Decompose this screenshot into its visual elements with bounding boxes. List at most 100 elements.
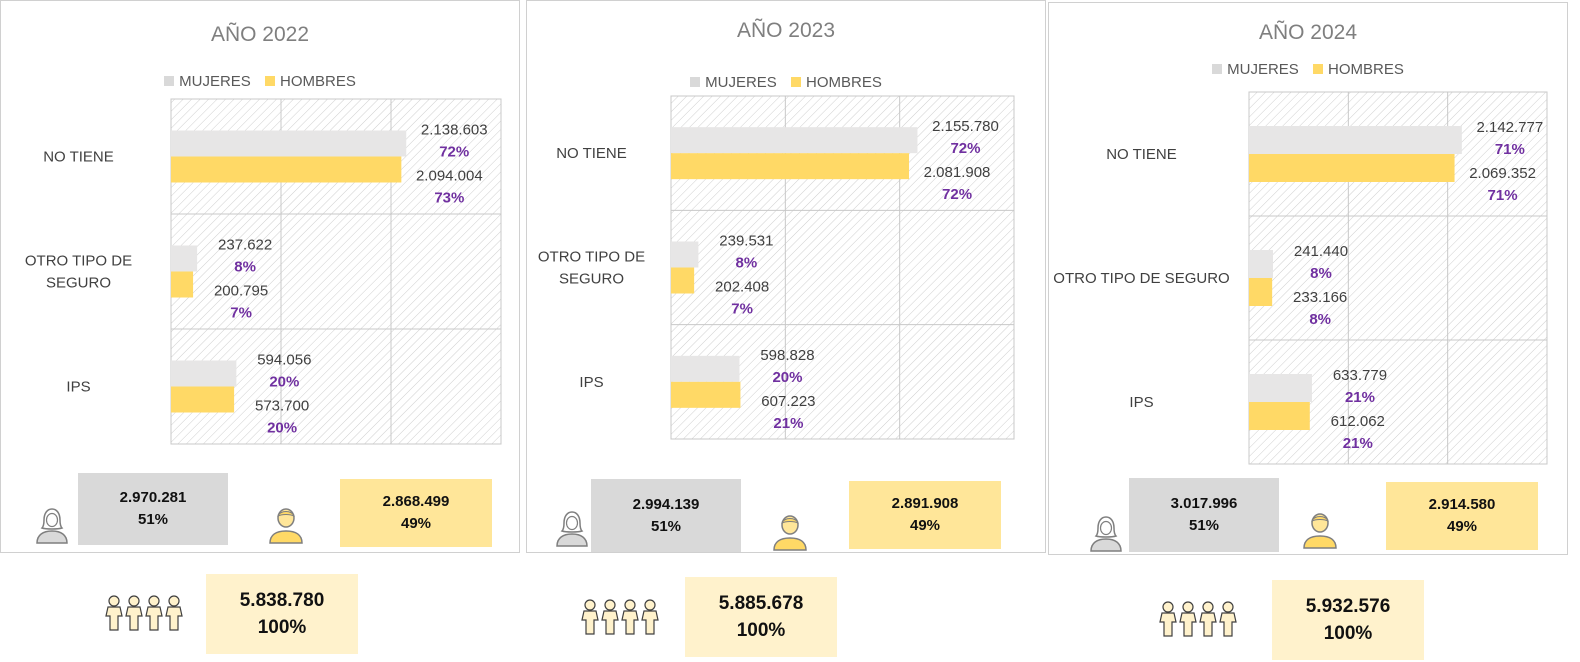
legend-label: MUJERES: [1227, 61, 1299, 78]
person-figure: [165, 595, 183, 631]
mujeres-total-box: 3.017.996 51%: [1129, 478, 1279, 552]
person-figure: [145, 595, 163, 631]
chart-title: AÑO 2023: [736, 19, 836, 42]
grand-total-percent: 100%: [1323, 623, 1373, 644]
value-label: 202.408: [715, 279, 769, 296]
person-figure: [1159, 601, 1177, 637]
family-icon: [104, 594, 186, 637]
percent-label: 71%: [1488, 187, 1518, 204]
category-label: IPS: [66, 379, 90, 396]
value-label: 241.440: [1294, 243, 1348, 260]
value-label: 612.062: [1331, 413, 1385, 430]
category-label: IPS: [1129, 394, 1153, 411]
mujeres-total-value: 3.017.996: [1170, 495, 1238, 512]
chart-title: AÑO 2022: [210, 23, 310, 46]
mujeres-total-value: 2.994.139: [632, 495, 700, 513]
category-label: NO TIENE: [43, 149, 114, 166]
grand-total-box-2023: 5.885.678 100%: [685, 577, 837, 657]
percent-label: 8%: [234, 259, 256, 276]
value-label: 2.142.777: [1476, 119, 1543, 136]
percent-label: 20%: [772, 369, 802, 386]
bar-hombres-1: [1249, 278, 1273, 306]
hombres-total-box: 2.868.499 49%: [340, 479, 492, 547]
bar-chart-2024: NO TIENE 2.142.777 71% 2.069.352 71% OTRO TIP…: [1053, 91, 1548, 465]
grand-total-percent: 100%: [736, 620, 786, 641]
bar-hombres-0: [671, 153, 910, 180]
value-label: 573.700: [255, 398, 309, 415]
category-label: OTRO TIPO DE SEGURO: [25, 253, 132, 292]
legend-item-hombres: HOMBRES: [791, 74, 882, 91]
percent-label: 8%: [736, 255, 758, 272]
person-figure: [1199, 601, 1217, 637]
legend-label: HOMBRES: [1328, 61, 1404, 78]
person-figure: [125, 595, 143, 631]
person-figure: [641, 599, 659, 635]
legend: MUJERES HOMBRES: [1, 73, 519, 90]
value-label: 233.166: [1293, 289, 1347, 306]
mujeres-total-percent: 51%: [650, 517, 682, 535]
mujeres-total-percent: 51%: [137, 511, 169, 528]
bar-mujeres-2: [671, 355, 740, 382]
legend-swatch-mujeres: [690, 77, 701, 87]
percent-label: 21%: [773, 415, 803, 432]
category-label: NO TIENE: [556, 145, 627, 162]
bar-mujeres-2: [171, 360, 237, 387]
person-figure: [601, 599, 619, 635]
bar-hombres-2: [1249, 402, 1310, 430]
value-label: 633.779: [1333, 367, 1387, 384]
person-figure: [581, 599, 599, 635]
category-label: OTRO TIPO DE SEGURO: [1053, 270, 1229, 287]
percent-label: 20%: [269, 374, 299, 391]
grand-total-value: 5.838.780: [239, 590, 325, 611]
bar-mujeres-1: [671, 241, 699, 268]
hombres-total-percent: 49%: [909, 517, 941, 534]
bar-chart-2023: NO TIENE 2.155.780 72% 2.081.908 72% OTRO TIP…: [538, 95, 1015, 440]
bar-mujeres-0: [1249, 126, 1462, 154]
mujeres-total-percent: 51%: [1188, 517, 1220, 534]
legend-label: MUJERES: [705, 74, 777, 91]
percent-label: 21%: [1343, 435, 1373, 452]
hombres-total-value: 2.891.908: [891, 495, 959, 512]
family-icon: [1158, 600, 1240, 643]
legend-item-hombres: HOMBRES: [265, 73, 356, 90]
grand-total-box-2024: 5.932.576 100%: [1272, 580, 1424, 660]
bar-hombres-0: [1249, 154, 1455, 182]
legend-swatch-mujeres: [164, 76, 175, 86]
percent-label: 7%: [230, 305, 252, 322]
panel-2022: AÑO 2022 MUJERES HOMBRES NO TIENE 2.138.6…: [0, 0, 520, 553]
legend-item-mujeres: MUJERES: [1212, 61, 1299, 78]
bar-hombres-0: [171, 156, 402, 183]
value-label: 598.828: [760, 347, 814, 364]
category-label: IPS: [579, 374, 603, 391]
bar-hombres-2: [671, 381, 741, 408]
chart-title: AÑO 2024: [1258, 21, 1358, 44]
panel-2024: AÑO 2024 MUJERES HOMBRES NO TIENE 2.142.7…: [1048, 2, 1568, 555]
person-figure: [1219, 601, 1237, 637]
category-label: NO TIENE: [1106, 146, 1177, 163]
value-label: 239.531: [719, 233, 773, 250]
hombres-total-value: 2.914.580: [1428, 496, 1496, 513]
mujeres-total-box: 2.970.281 51%: [78, 473, 228, 545]
legend-swatch-hombres: [265, 76, 275, 86]
bar-chart-2022: NO TIENE 2.138.603 72% 2.094.004 73% OTRO TIP…: [25, 98, 502, 445]
percent-label: 71%: [1495, 141, 1525, 158]
grand-total-value: 5.885.678: [718, 593, 804, 614]
grand-total-percent: 100%: [257, 617, 307, 638]
legend-label: HOMBRES: [280, 73, 356, 90]
bar-mujeres-1: [171, 245, 198, 272]
value-label: 200.795: [214, 283, 268, 300]
percent-label: 8%: [1310, 265, 1332, 282]
value-label: 2.094.004: [416, 168, 483, 185]
person-figure: [105, 595, 123, 631]
percent-label: 72%: [942, 186, 972, 203]
bar-mujeres-0: [671, 127, 918, 154]
legend-swatch-mujeres: [1212, 64, 1223, 74]
legend-label: HOMBRES: [806, 74, 882, 91]
hombres-total-percent: 49%: [1446, 518, 1478, 535]
legend-swatch-hombres: [1313, 64, 1323, 74]
percent-label: 72%: [439, 144, 469, 161]
percent-label: 7%: [731, 301, 753, 318]
legend-swatch-hombres: [791, 77, 801, 87]
value-label: 2.069.352: [1469, 165, 1536, 182]
grand-total-value: 5.932.576: [1305, 596, 1391, 617]
